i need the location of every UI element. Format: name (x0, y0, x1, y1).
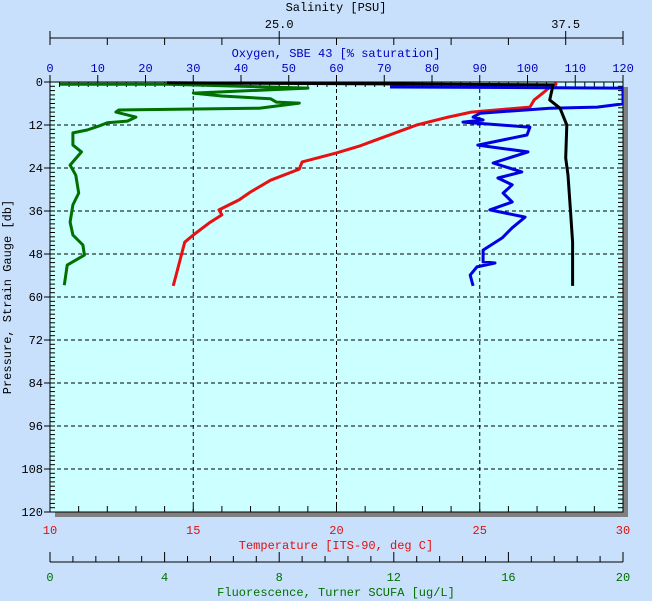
temperature-axis-title: Temperature [ITS-90, deg C] (239, 539, 433, 553)
salinity-axis-title: Salinity [PSU] (286, 1, 387, 15)
fluorescence-axis-title: Fluorescence, Turner SCUFA [ug/L] (217, 586, 455, 600)
oxygen-tick-label: 60 (329, 62, 343, 76)
y-tick-label: 72 (29, 334, 43, 348)
oxygen-tick-label: 120 (612, 62, 634, 76)
temperature-tick-label: 20 (329, 524, 343, 538)
pressure-axis-title: Pressure, Strain Gauge [db] (1, 200, 15, 394)
temperature-tick-label: 10 (43, 524, 57, 538)
oxygen-tick-label: 0 (46, 62, 53, 76)
fluorescence-tick-label: 16 (501, 571, 515, 585)
fluorescence-tick-label: 20 (616, 571, 630, 585)
oxygen-tick-label: 90 (473, 62, 487, 76)
y-tick-label: 24 (29, 162, 43, 176)
temperature-tick-label: 30 (616, 524, 630, 538)
y-tick-label: 36 (29, 205, 43, 219)
salinity-tick-label: 37.5 (551, 18, 580, 32)
oxygen-tick-label: 10 (91, 62, 105, 76)
oxygen-tick-label: 110 (564, 62, 586, 76)
y-tick-label: 84 (29, 377, 43, 391)
fluorescence-tick-label: 4 (161, 571, 168, 585)
oxygen-tick-label: 40 (234, 62, 248, 76)
y-tick-label: 0 (36, 76, 43, 90)
y-tick-label: 48 (29, 248, 43, 262)
y-tick-label: 96 (29, 420, 43, 434)
y-tick-label: 60 (29, 291, 43, 305)
oxygen-axis-title: Oxygen, SBE 43 [% saturation] (232, 47, 441, 61)
y-tick-label: 108 (21, 463, 43, 477)
oxygen-tick-label: 30 (186, 62, 200, 76)
fluorescence-tick-label: 0 (46, 571, 53, 585)
salinity-profile-line (166, 81, 575, 286)
fluorescence-tick-label: 8 (276, 571, 283, 585)
fluorescence-profile-line (60, 82, 310, 286)
y-tick-label: 12 (29, 119, 43, 133)
temperature-tick-label: 15 (186, 524, 200, 538)
oxygen-profile-line (389, 85, 623, 287)
oxygen-tick-label: 100 (517, 62, 539, 76)
oxygen-tick-label: 80 (425, 62, 439, 76)
temperature-profile-line (171, 81, 558, 287)
oxygen-tick-label: 50 (282, 62, 296, 76)
oxygen-tick-label: 20 (138, 62, 152, 76)
temperature-tick-label: 25 (473, 524, 487, 538)
oxygen-tick-label: 70 (377, 62, 391, 76)
y-tick-label: 120 (21, 506, 43, 520)
salinity-tick-label: 25.0 (265, 18, 294, 32)
fluorescence-tick-label: 12 (387, 571, 401, 585)
